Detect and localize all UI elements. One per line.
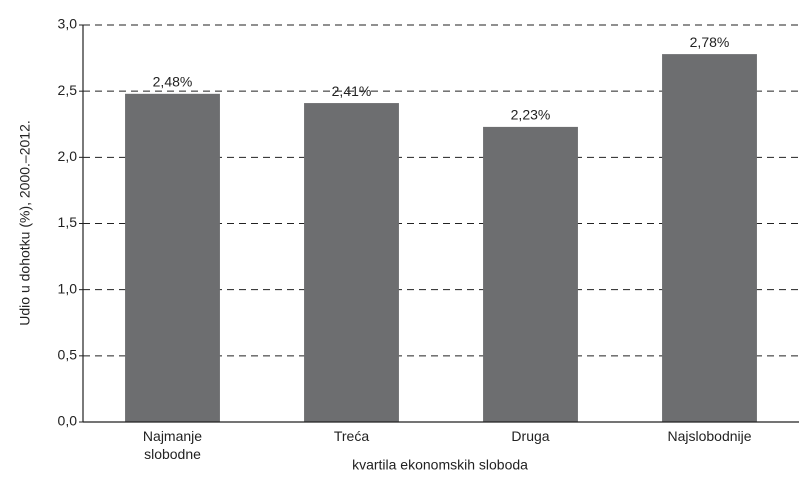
- x-tick-label: Najmanje slobodne: [142, 428, 203, 462]
- x-tick-label: Druga: [511, 428, 550, 444]
- y-tick-label: 0,0: [58, 413, 78, 429]
- bar: [125, 93, 220, 423]
- y-tick-label: 1,5: [58, 214, 78, 230]
- data-label: 2,48%: [153, 74, 193, 90]
- x-tick-label: Najslobodnije: [667, 428, 752, 444]
- bar: [662, 54, 757, 422]
- y-tick-label: 1,0: [58, 280, 78, 296]
- data-label: 2,23%: [511, 107, 551, 123]
- data-label: 2,78%: [690, 34, 730, 50]
- x-tick-label: Treća: [333, 428, 370, 444]
- data-label: 2,41%: [332, 83, 372, 99]
- y-tick-label: 3,0: [58, 16, 78, 32]
- y-tick-label: 2,0: [58, 148, 78, 164]
- y-tick-label: 2,5: [58, 82, 78, 98]
- y-axis-label: Udio u dohotku (%), 2000.–2012.: [17, 120, 33, 325]
- bar: [483, 126, 578, 422]
- bar: [304, 103, 399, 423]
- x-axis-label: kvartila ekonomskih sloboda: [352, 457, 528, 473]
- y-tick-label: 0,5: [58, 347, 78, 363]
